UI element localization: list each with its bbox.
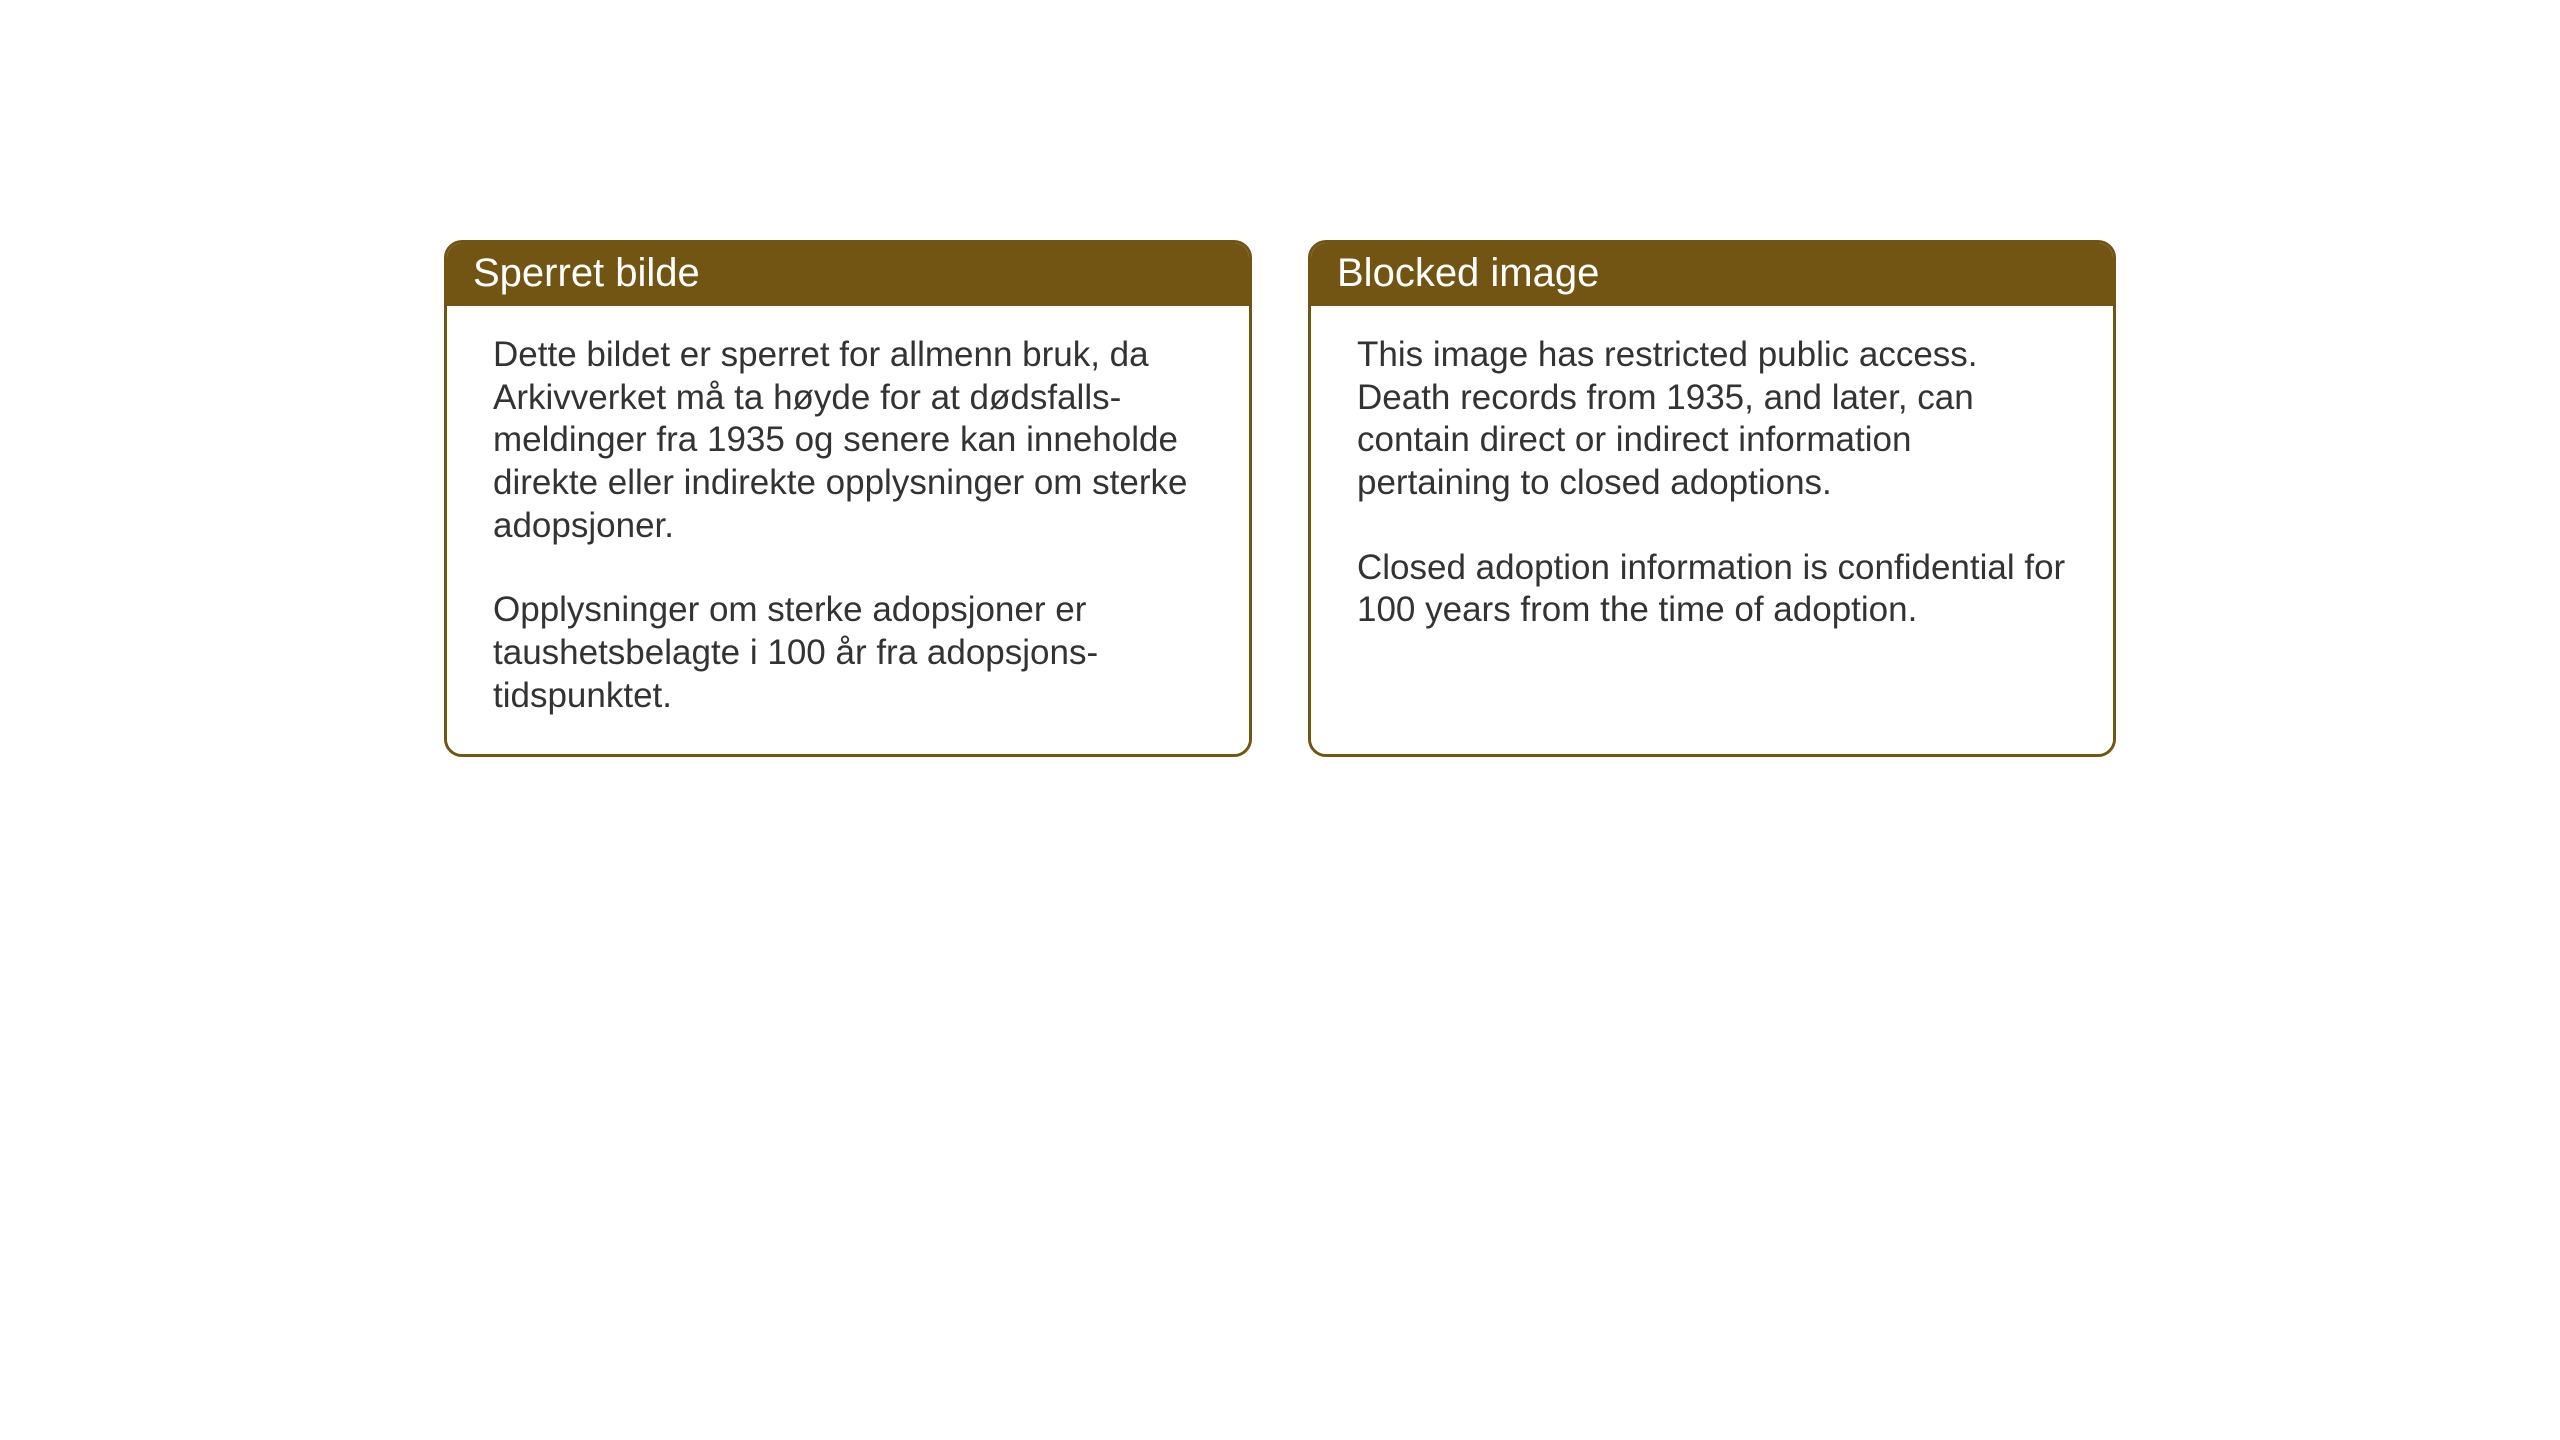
card-paragraph-1-english: This image has restricted public access.… xyxy=(1357,334,2073,505)
card-body-norwegian: Dette bildet er sperret for allmenn bruk… xyxy=(447,306,1249,754)
notice-card-english: Blocked image This image has restricted … xyxy=(1308,240,2116,757)
card-body-english: This image has restricted public access.… xyxy=(1311,306,2113,754)
card-paragraph-2-norwegian: Opplysninger om sterke adopsjoner er tau… xyxy=(493,589,1209,717)
card-title-english: Blocked image xyxy=(1337,251,1599,295)
card-title-norwegian: Sperret bilde xyxy=(473,251,700,295)
card-paragraph-1-norwegian: Dette bildet er sperret for allmenn bruk… xyxy=(493,334,1209,547)
card-paragraph-2-english: Closed adoption information is confident… xyxy=(1357,547,2073,632)
notice-card-norwegian: Sperret bilde Dette bildet er sperret fo… xyxy=(444,240,1252,757)
card-header-english: Blocked image xyxy=(1311,243,2113,306)
card-header-norwegian: Sperret bilde xyxy=(447,243,1249,306)
notice-cards-container: Sperret bilde Dette bildet er sperret fo… xyxy=(444,240,2116,757)
